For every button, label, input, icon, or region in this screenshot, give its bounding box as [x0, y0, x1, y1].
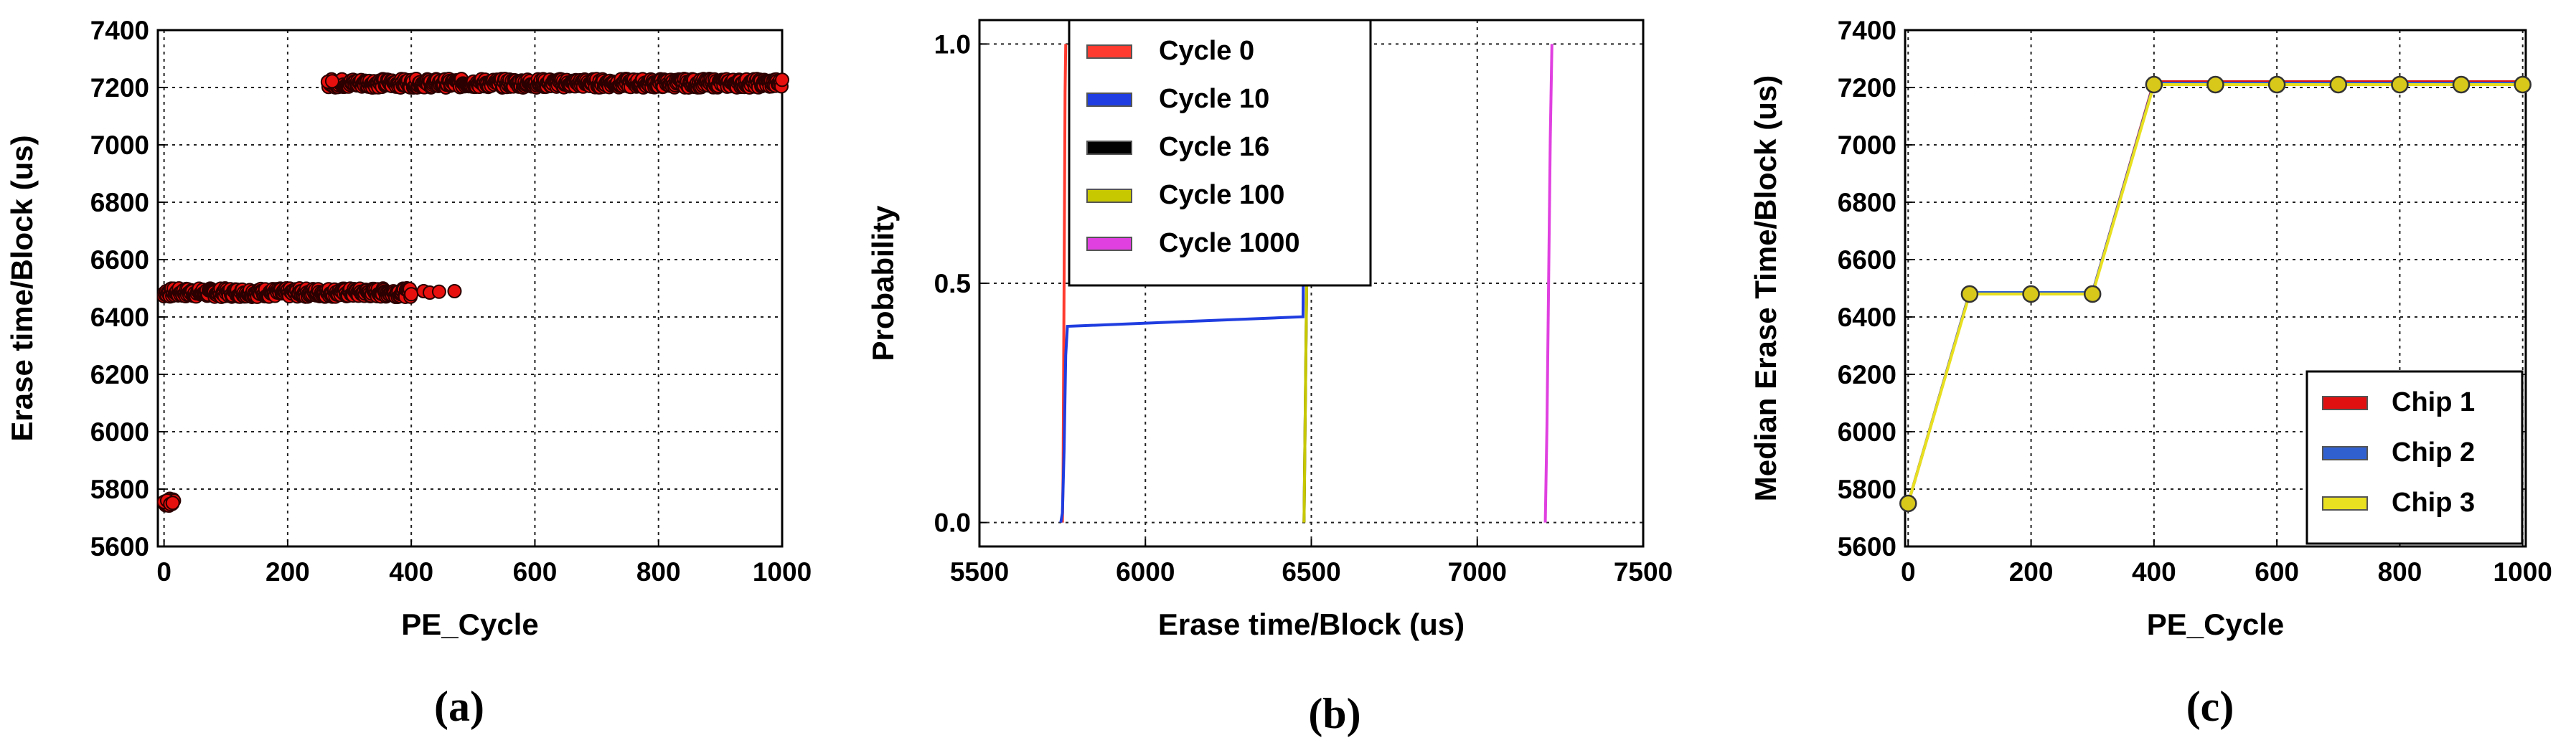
- y-tick-label: 7200: [90, 73, 149, 103]
- panel-caption: (b): [1308, 690, 1360, 737]
- y-tick-label: 6800: [90, 188, 149, 217]
- y-tick-label: 7000: [1838, 131, 1896, 160]
- y-tick-label: 6800: [1838, 188, 1896, 217]
- legend-swatch: [2322, 496, 2368, 511]
- x-tick-label: 600: [513, 557, 558, 587]
- scatter-point: [431, 284, 446, 299]
- y-tick-label: 6400: [1838, 303, 1896, 332]
- scatter-point: [447, 284, 462, 298]
- x-axis-label: Erase time/Block (us): [1158, 607, 1465, 641]
- legend-swatch: [1086, 93, 1132, 107]
- scatter-point: [404, 287, 419, 302]
- x-tick-label: 400: [2132, 557, 2176, 587]
- data-point-marker: [2329, 75, 2348, 94]
- data-point-marker: [1899, 494, 1917, 513]
- data-point-marker: [2391, 75, 2409, 94]
- x-tick-label: 1000: [2493, 557, 2552, 587]
- x-tick-label: 7500: [1614, 557, 1673, 587]
- data-point-marker: [2206, 75, 2224, 94]
- y-tick-label: 7400: [90, 16, 149, 45]
- scatter-point: [775, 72, 789, 87]
- data-point-marker: [2267, 75, 2286, 94]
- legend-swatch: [2322, 446, 2368, 460]
- y-tick-label: 0.0: [934, 508, 971, 538]
- y-tick-label: 6000: [1838, 417, 1896, 447]
- x-tick-label: 200: [2009, 557, 2054, 587]
- legend-label: Chip 1: [2392, 387, 2475, 417]
- data-point-marker: [1960, 285, 1979, 303]
- x-tick-label: 6000: [1116, 557, 1175, 587]
- legend-label: Cycle 1000: [1159, 228, 1300, 258]
- legend-label: Cycle 10: [1159, 84, 1269, 114]
- y-tick-label: 7400: [1838, 16, 1896, 45]
- x-tick-label: 7000: [1448, 557, 1507, 587]
- y-tick-label: 6200: [1838, 360, 1896, 389]
- legend-label: Cycle 100: [1159, 180, 1284, 210]
- legend-label: Cycle 0: [1159, 36, 1254, 66]
- legend: Cycle 0 Cycle 10 Cycle 16 Cycle 100 Cycle 10…: [1068, 19, 1372, 287]
- y-tick-label: 6000: [90, 417, 149, 447]
- chart-panel-c: 0 200 400 600 800 1000 5600 5800 6000 6200 6400 660…: [1749, 16, 2552, 730]
- data-point-marker: [2022, 285, 2040, 303]
- x-tick-label: 200: [265, 557, 310, 587]
- x-tick-label: 800: [636, 557, 681, 587]
- y-tick-label: 1.0: [934, 29, 971, 59]
- x-tick-label: 800: [2378, 557, 2422, 587]
- x-tick-label: 0: [1901, 557, 1916, 587]
- data-point-marker: [2514, 75, 2532, 94]
- x-tick-label: 5500: [950, 557, 1009, 587]
- legend-swatch: [2322, 396, 2368, 410]
- panel-caption: (a): [434, 683, 484, 730]
- y-axis-label: Probability: [866, 205, 900, 361]
- y-tick-label: 5800: [90, 475, 149, 504]
- y-tick-label: 6600: [1838, 245, 1896, 275]
- x-axis-label: PE_Cycle: [2147, 607, 2284, 641]
- y-tick-label: 7000: [90, 131, 149, 160]
- legend-swatch: [1086, 44, 1132, 59]
- x-tick-label: 400: [389, 557, 433, 587]
- panel-caption: (c): [2186, 683, 2234, 730]
- x-axis-label: PE_Cycle: [401, 607, 538, 641]
- y-axis-label: Erase time/Block (us): [5, 135, 39, 441]
- legend-swatch: [1086, 141, 1132, 155]
- legend: Chip 1 Chip 2 Chip 3: [2305, 370, 2524, 545]
- y-axis-label: Median Erase Time/Block (us): [1749, 75, 1782, 501]
- data-point-marker: [2452, 75, 2471, 94]
- y-tick-label: 7200: [1838, 73, 1896, 103]
- scatter-point: [324, 74, 339, 89]
- legend-label: Chip 2: [2392, 437, 2475, 468]
- data-point-marker: [2083, 285, 2102, 303]
- x-tick-label: 6500: [1282, 557, 1340, 587]
- x-tick-label: 0: [156, 557, 171, 587]
- legend-swatch: [1086, 189, 1132, 203]
- chart-panel-b: 5500 6000 6500 7000 7500 0.0 0.5 1.0 Erase time/…: [866, 19, 1673, 737]
- x-tick-label: 1000: [753, 557, 812, 587]
- scatter-point: [165, 496, 180, 511]
- scatter-points: [156, 72, 789, 513]
- y-tick-label: 6200: [90, 360, 149, 389]
- y-tick-label: 5600: [1838, 532, 1896, 562]
- x-tick-label: 600: [2255, 557, 2299, 587]
- y-tick-label: 0.5: [934, 269, 971, 298]
- y-tick-label: 6600: [90, 245, 149, 275]
- legend-label: Cycle 16: [1159, 132, 1269, 162]
- plot-frame: [1904, 29, 2527, 548]
- data-point-marker: [2145, 75, 2163, 94]
- legend-label: Chip 3: [2392, 488, 2475, 518]
- series-line: [1543, 44, 1553, 523]
- y-tick-label: 5600: [90, 532, 149, 562]
- chart-panel-a: 0 200 400 600 800 1000 5600 5800 6000 6200 6400 660…: [5, 16, 812, 730]
- y-tick-label: 6400: [90, 303, 149, 332]
- plot-frame: [156, 29, 784, 548]
- legend-swatch: [1086, 237, 1132, 251]
- y-tick-label: 5800: [1838, 475, 1896, 504]
